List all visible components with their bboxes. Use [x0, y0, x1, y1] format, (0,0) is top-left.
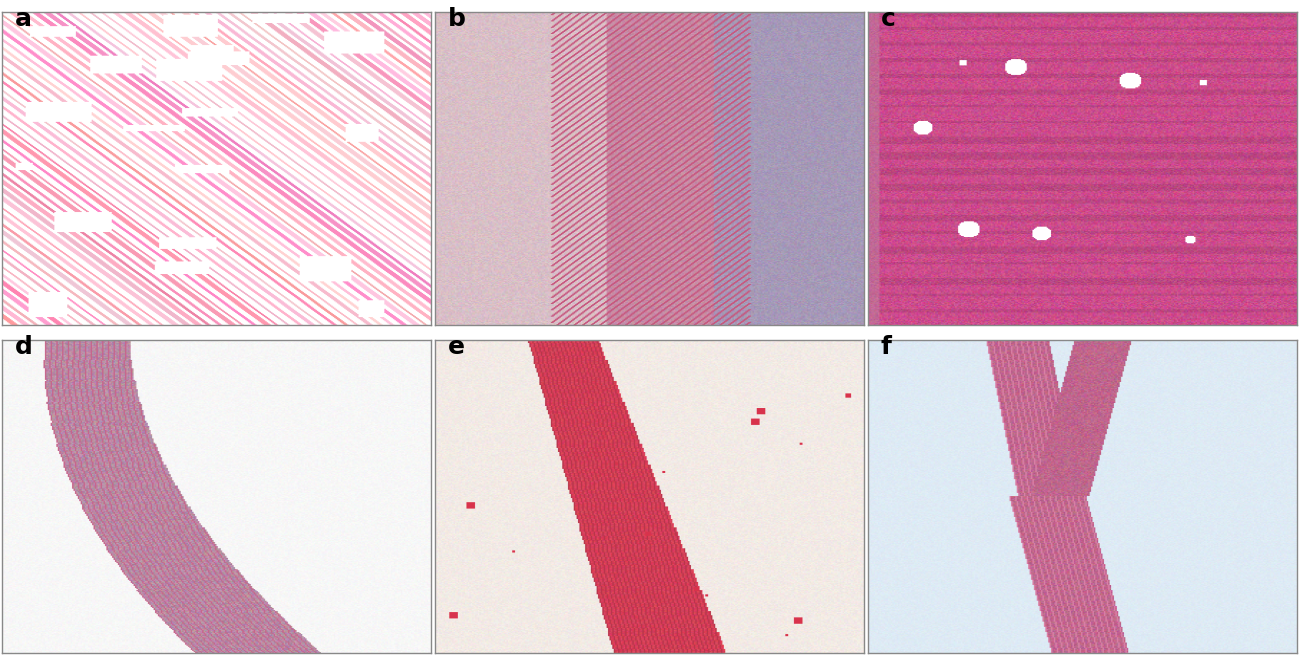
- Text: a: a: [16, 7, 32, 31]
- Text: c: c: [881, 7, 896, 31]
- Text: d: d: [16, 335, 32, 359]
- Text: f: f: [881, 335, 892, 359]
- Text: e: e: [448, 335, 465, 359]
- Text: b: b: [448, 7, 466, 31]
